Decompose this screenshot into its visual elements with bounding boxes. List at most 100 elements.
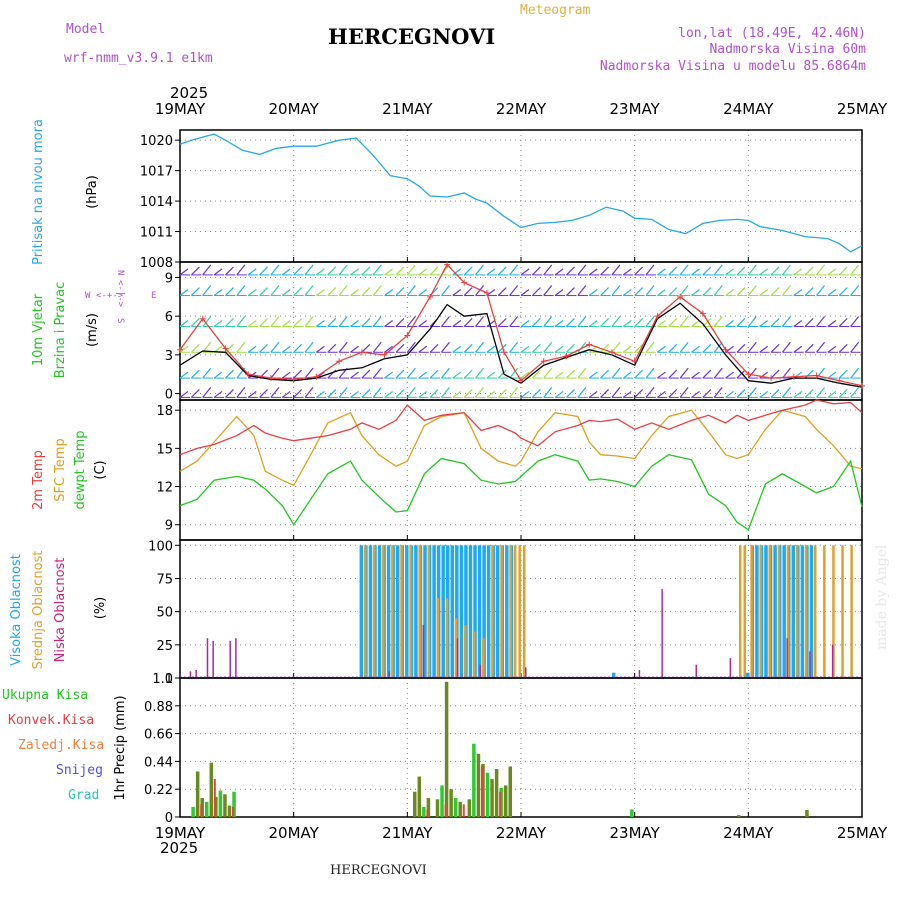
wind-barb bbox=[384, 320, 393, 327]
wind-barb bbox=[236, 316, 246, 327]
wind-barb bbox=[509, 316, 519, 327]
cloud-bar bbox=[505, 545, 509, 678]
wind-barb bbox=[440, 387, 450, 398]
wind-barb bbox=[577, 285, 587, 296]
wind-barb bbox=[270, 367, 280, 379]
wind-gust-marker bbox=[427, 293, 434, 300]
cloud-label-2: Srednja Oblacnost bbox=[31, 551, 46, 670]
wind-barb bbox=[384, 289, 393, 297]
wind-barb bbox=[179, 345, 189, 353]
cloud-bar bbox=[422, 624, 425, 678]
wind-barb bbox=[270, 316, 280, 327]
wind-barb bbox=[213, 289, 223, 297]
wind-barb bbox=[736, 266, 746, 276]
compass-n: N bbox=[115, 270, 125, 275]
cloud-bar bbox=[729, 658, 732, 678]
wind-barb bbox=[759, 268, 769, 276]
pressure-panel: 1020 1017 1014 1011 1008 bbox=[140, 129, 863, 271]
wind-barb bbox=[509, 285, 519, 296]
wind-barb bbox=[520, 289, 530, 297]
wind-barb bbox=[429, 388, 439, 398]
wind-barb bbox=[406, 285, 416, 296]
cloud-bar bbox=[759, 545, 762, 678]
wind-gust-marker bbox=[199, 315, 206, 322]
legend-snijeg: Snijeg bbox=[56, 763, 103, 778]
wind-barb bbox=[190, 343, 200, 353]
precip-bar bbox=[209, 762, 214, 817]
wind-barb bbox=[361, 343, 371, 353]
wind-barb bbox=[725, 371, 734, 379]
wind-gust-line bbox=[179, 263, 863, 387]
wind-barb bbox=[247, 320, 257, 327]
wind-barb bbox=[190, 388, 200, 398]
wind-barb bbox=[531, 266, 541, 276]
cloud-bar bbox=[206, 638, 209, 678]
wind-barb bbox=[293, 318, 303, 327]
wind-barb bbox=[679, 316, 689, 327]
cloud-bar bbox=[755, 545, 759, 678]
precip-bar bbox=[232, 806, 235, 817]
wind-barb bbox=[543, 264, 553, 276]
wind-barb bbox=[702, 266, 712, 276]
day-label-bottom: 24MAY bbox=[723, 824, 774, 842]
wind-barb bbox=[622, 390, 632, 398]
wind-barb bbox=[429, 266, 439, 276]
wind-barb bbox=[827, 390, 837, 398]
wind-barb bbox=[452, 371, 462, 379]
cloud-bar bbox=[391, 545, 394, 678]
cloud-bar bbox=[395, 545, 400, 678]
wind-barb bbox=[531, 388, 541, 398]
wind-gust-marker bbox=[404, 332, 411, 339]
day-label-top: 24MAY bbox=[723, 100, 774, 118]
wind-barb bbox=[668, 287, 678, 296]
wind-barb bbox=[588, 289, 598, 297]
wind-barb bbox=[600, 318, 609, 327]
y-tick-label: 12 bbox=[156, 481, 173, 496]
year-bottom: 2025 bbox=[160, 839, 198, 857]
wind-gust-marker bbox=[267, 375, 274, 382]
y-tick-label: 9 bbox=[165, 271, 173, 286]
wind-barb bbox=[543, 367, 553, 379]
wind-barb bbox=[759, 320, 769, 327]
wind-barb bbox=[566, 343, 575, 353]
cloud-bar bbox=[405, 545, 409, 678]
cloud-bar bbox=[423, 545, 427, 678]
y-tick-label: 25 bbox=[156, 639, 173, 654]
y-tick-label: 6 bbox=[165, 310, 173, 325]
wind-barb bbox=[293, 287, 303, 296]
lonlat-label: lon,lat (18.49E, 42.46N) bbox=[678, 26, 866, 41]
cloud-bar bbox=[363, 545, 367, 678]
cloud-bar bbox=[482, 545, 486, 678]
wind-barb bbox=[770, 343, 780, 353]
cloud-bar bbox=[409, 545, 412, 678]
wind-barb bbox=[190, 287, 200, 296]
watermark: made by Angel bbox=[874, 544, 890, 650]
compass-s: S bbox=[115, 318, 125, 323]
y-tick-label: 1017 bbox=[140, 165, 173, 180]
cloud-bar bbox=[229, 640, 231, 678]
wind-gust-marker bbox=[444, 261, 451, 268]
wind-gust-marker bbox=[586, 341, 593, 348]
wind-barb bbox=[622, 289, 632, 297]
cloud-bar bbox=[432, 545, 436, 678]
precip-bar bbox=[440, 785, 444, 817]
precip-bar bbox=[467, 799, 472, 817]
y-tick-label: 3 bbox=[165, 349, 173, 364]
wind-compass: N <-|-> S W E <-+-> bbox=[85, 270, 156, 323]
wind-barb bbox=[236, 264, 246, 276]
wind-barb bbox=[406, 316, 416, 327]
cloud-bar bbox=[482, 638, 485, 678]
wind-barb bbox=[475, 316, 485, 327]
cloud-bar bbox=[464, 545, 468, 678]
cloud-bar bbox=[454, 618, 458, 678]
y-tick-label: 1020 bbox=[140, 134, 173, 149]
wind-barb bbox=[816, 285, 826, 296]
wind-barb bbox=[395, 388, 405, 398]
model-label: Model bbox=[66, 22, 105, 37]
wind-barb bbox=[793, 345, 803, 353]
wind-barb bbox=[327, 266, 337, 276]
wind-barb bbox=[327, 318, 337, 327]
wind-barb bbox=[838, 388, 848, 398]
wind-barb bbox=[361, 287, 371, 296]
wind-barb bbox=[781, 341, 791, 353]
